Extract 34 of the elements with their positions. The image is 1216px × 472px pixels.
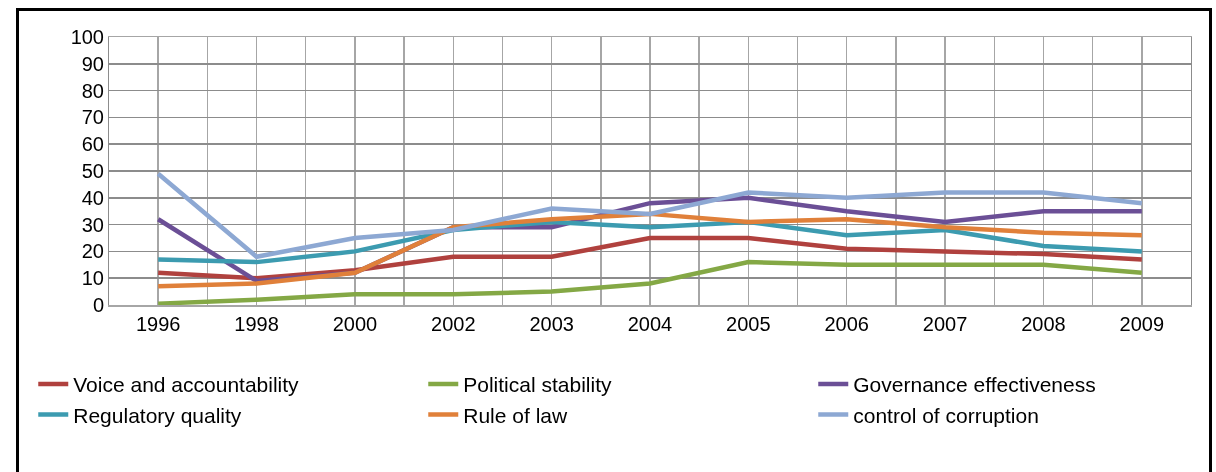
y-tick-label: 50 [81, 160, 104, 182]
y-tick-label: 70 [81, 106, 104, 129]
y-tick-label: 10 [81, 267, 104, 290]
legend-label: Political stability [463, 373, 612, 397]
x-tick-label: 2007 [922, 312, 968, 335]
y-tick-label: 60 [81, 133, 104, 156]
x-tick-label: 2004 [627, 312, 673, 335]
y-tick-label: 90 [81, 52, 104, 75]
y-tick-label: 100 [70, 26, 104, 48]
legend-label: Regulatory quality [73, 403, 242, 427]
legend-label: Governance effectiveness [853, 373, 1096, 397]
line-series [155, 235, 1145, 281]
frame: 1996 1998 2000 2002 2003 2004 2005 2006 2007 2008 2009 0 10 20 30 40 50 60 70 80 90 100 Voice and accountability Political stability Governance effectiveness Regulatory quality Rule of law control of corruption [16, 8, 1212, 472]
x-tick-label: 2000 [332, 312, 378, 335]
x-tick-label: 1996 [135, 312, 181, 335]
x-tick-label: 2006 [824, 312, 869, 335]
y-tick-label: 20 [81, 240, 104, 263]
legend-label: Voice and accountability [73, 373, 300, 397]
line-series [155, 171, 1145, 260]
x-tick-label: 2002 [431, 312, 476, 335]
x-tick-label: 2008 [1021, 312, 1066, 335]
line-series [155, 211, 1145, 289]
line-series [155, 259, 1145, 305]
legend-label: Rule of law [463, 403, 568, 427]
y-tick-label: 0 [92, 294, 104, 316]
y-tick-label: 30 [81, 213, 104, 236]
x-tick-label: 2009 [1119, 312, 1165, 335]
x-tick-label: 1998 [234, 312, 279, 335]
legend-label: control of corruption [853, 403, 1039, 427]
y-tick-label: 80 [81, 79, 104, 102]
line-series [155, 219, 1145, 265]
x-tick-label: 2003 [529, 312, 574, 335]
y-tick-label: 40 [81, 186, 104, 209]
x-tick-label: 2005 [726, 312, 771, 335]
